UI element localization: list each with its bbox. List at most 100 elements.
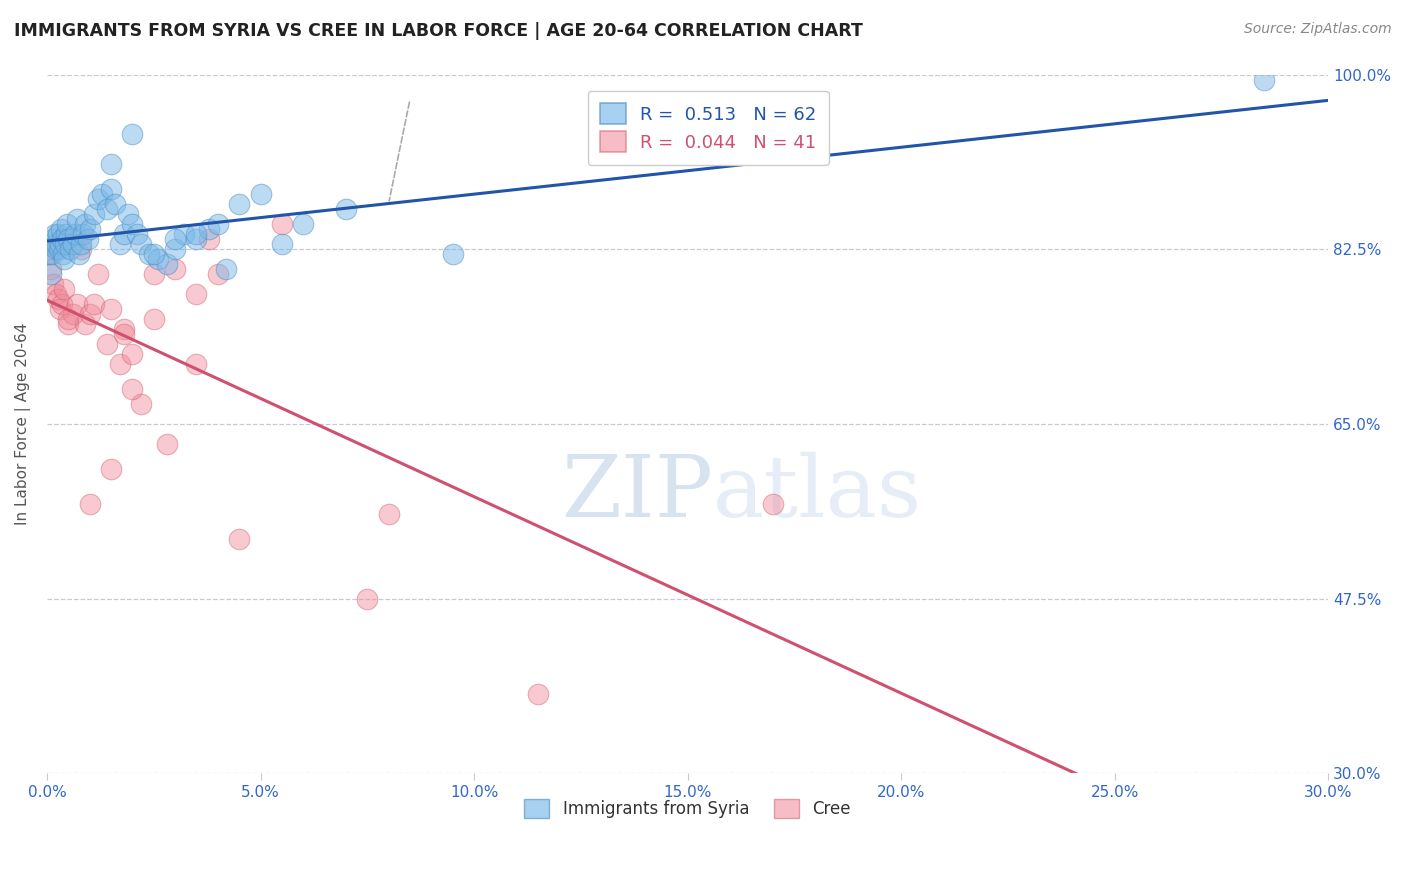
Point	[207, 217, 229, 231]
Point	[42, 232, 65, 246]
Text: ZIP: ZIP	[561, 452, 713, 535]
Point	[1253, 72, 1275, 87]
Point	[62, 307, 84, 321]
Point	[117, 207, 139, 221]
Point	[173, 227, 195, 242]
Y-axis label: In Labor Force | Age 20-64: In Labor Force | Age 20-64	[15, 323, 31, 525]
Point	[228, 197, 250, 211]
Point	[59, 242, 82, 256]
Point	[142, 312, 165, 326]
Point	[58, 232, 80, 246]
Point	[39, 262, 62, 277]
Point	[39, 267, 62, 281]
Point	[228, 532, 250, 546]
Point	[165, 232, 187, 246]
Point	[121, 128, 143, 142]
Point	[207, 267, 229, 281]
Point	[165, 242, 187, 256]
Point	[55, 227, 77, 242]
Point	[186, 287, 208, 301]
Point	[186, 232, 208, 246]
Point	[441, 247, 464, 261]
Point	[39, 237, 62, 252]
Point	[53, 237, 76, 252]
Point	[70, 242, 93, 256]
Point	[44, 287, 66, 301]
Point	[51, 297, 73, 311]
Point	[186, 357, 208, 371]
Point	[108, 237, 131, 252]
Point	[377, 507, 399, 521]
Point	[62, 237, 84, 252]
Point	[46, 292, 69, 306]
Point	[42, 277, 65, 292]
Point	[155, 437, 177, 451]
Point	[44, 242, 66, 256]
Point	[53, 282, 76, 296]
Point	[100, 157, 122, 171]
Point	[79, 307, 101, 321]
Point	[66, 212, 89, 227]
Point	[112, 227, 135, 242]
Point	[270, 217, 292, 231]
Point	[249, 187, 271, 202]
Text: Source: ZipAtlas.com: Source: ZipAtlas.com	[1244, 22, 1392, 37]
Point	[48, 242, 70, 256]
Point	[45, 237, 67, 252]
Point	[138, 247, 160, 261]
Point	[46, 227, 69, 242]
Point	[762, 497, 785, 511]
Point	[335, 202, 357, 217]
Point	[186, 227, 208, 242]
Point	[142, 247, 165, 261]
Point	[38, 247, 60, 261]
Point	[121, 217, 143, 231]
Point	[112, 327, 135, 342]
Point	[100, 182, 122, 196]
Point	[121, 347, 143, 361]
Point	[58, 317, 80, 331]
Point	[58, 312, 80, 326]
Point	[66, 297, 89, 311]
Point	[49, 222, 72, 236]
Point	[75, 317, 97, 331]
Point	[527, 687, 550, 701]
Point	[198, 232, 221, 246]
Point	[53, 252, 76, 267]
Point	[108, 357, 131, 371]
Point	[79, 497, 101, 511]
Point	[67, 247, 90, 261]
Point	[41, 247, 63, 261]
Point	[52, 247, 75, 261]
Text: IMMIGRANTS FROM SYRIA VS CREE IN LABOR FORCE | AGE 20-64 CORRELATION CHART: IMMIGRANTS FROM SYRIA VS CREE IN LABOR F…	[14, 22, 863, 40]
Point	[292, 217, 315, 231]
Point	[87, 192, 110, 206]
Point	[198, 222, 221, 236]
Point	[121, 382, 143, 396]
Point	[112, 322, 135, 336]
Point	[104, 197, 127, 211]
Point	[38, 247, 60, 261]
Point	[76, 232, 98, 246]
Point	[79, 222, 101, 236]
Point	[125, 227, 148, 242]
Point	[87, 267, 110, 281]
Point	[75, 217, 97, 231]
Point	[96, 337, 118, 351]
Point	[51, 232, 73, 246]
Point	[100, 462, 122, 476]
Point	[215, 262, 238, 277]
Point	[100, 302, 122, 317]
Point	[83, 297, 105, 311]
Point	[91, 187, 114, 202]
Point	[70, 237, 93, 252]
Text: atlas: atlas	[713, 452, 922, 535]
Point	[270, 237, 292, 252]
Point	[129, 237, 152, 252]
Point	[56, 217, 79, 231]
Point	[142, 267, 165, 281]
Point	[165, 262, 187, 277]
Point	[96, 202, 118, 217]
Point	[83, 207, 105, 221]
Point	[44, 227, 66, 242]
